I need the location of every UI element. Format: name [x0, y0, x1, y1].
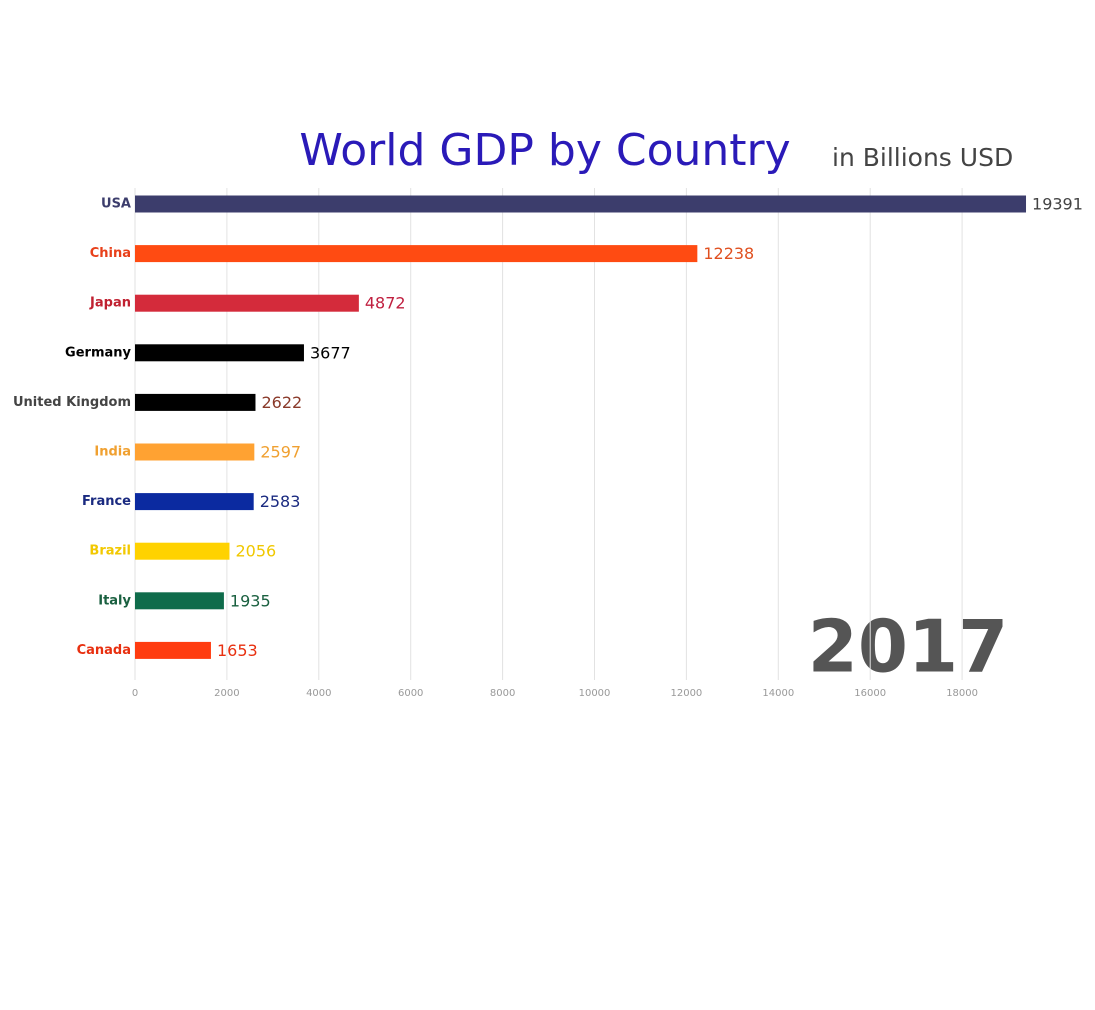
bar: [135, 195, 1027, 213]
x-tick-label: 18000: [946, 688, 978, 699]
value-label: 2597: [260, 443, 301, 462]
bar: [135, 592, 224, 610]
value-label: 2056: [235, 542, 276, 561]
category-label: USA: [101, 197, 131, 212]
value-label: 1935: [230, 591, 271, 610]
bar: [135, 641, 211, 659]
category-label: Italy: [98, 593, 131, 608]
x-tick-label: 12000: [670, 688, 702, 699]
chart-subtitle: in Billions USD: [832, 143, 1013, 172]
category-label: Canada: [77, 643, 131, 658]
chart-title: World GDP by Country: [299, 125, 790, 176]
x-tick-label: 8000: [490, 688, 515, 699]
value-label: 4872: [365, 294, 406, 313]
bar: [135, 542, 230, 560]
category-label: Germany: [65, 345, 131, 360]
x-tick-label: 4000: [306, 688, 331, 699]
bar: [135, 344, 304, 362]
x-tick-label: 2000: [214, 688, 239, 699]
bar: [135, 493, 254, 511]
x-tick-label: 16000: [854, 688, 886, 699]
category-label: India: [94, 445, 131, 460]
bar: [135, 443, 255, 461]
x-tick-label: 6000: [398, 688, 423, 699]
category-label: Brazil: [89, 544, 131, 559]
value-label: 3677: [310, 343, 351, 362]
category-label: United Kingdom: [13, 395, 131, 410]
category-label: France: [82, 494, 131, 509]
x-tick-label: 0: [132, 688, 138, 699]
x-tick-label: 14000: [762, 688, 794, 699]
category-label: China: [90, 246, 131, 261]
value-label: 12238: [703, 244, 754, 263]
value-label: 1653: [217, 641, 258, 660]
bar: [135, 294, 359, 312]
x-tick-label: 10000: [579, 688, 611, 699]
bar: [135, 393, 256, 411]
bar: [135, 245, 698, 263]
value-label: 19391: [1032, 195, 1083, 214]
value-label: 2583: [260, 492, 301, 511]
category-label: Japan: [89, 296, 131, 311]
year-label: 2017: [808, 605, 1008, 689]
value-label: 2622: [261, 393, 302, 412]
